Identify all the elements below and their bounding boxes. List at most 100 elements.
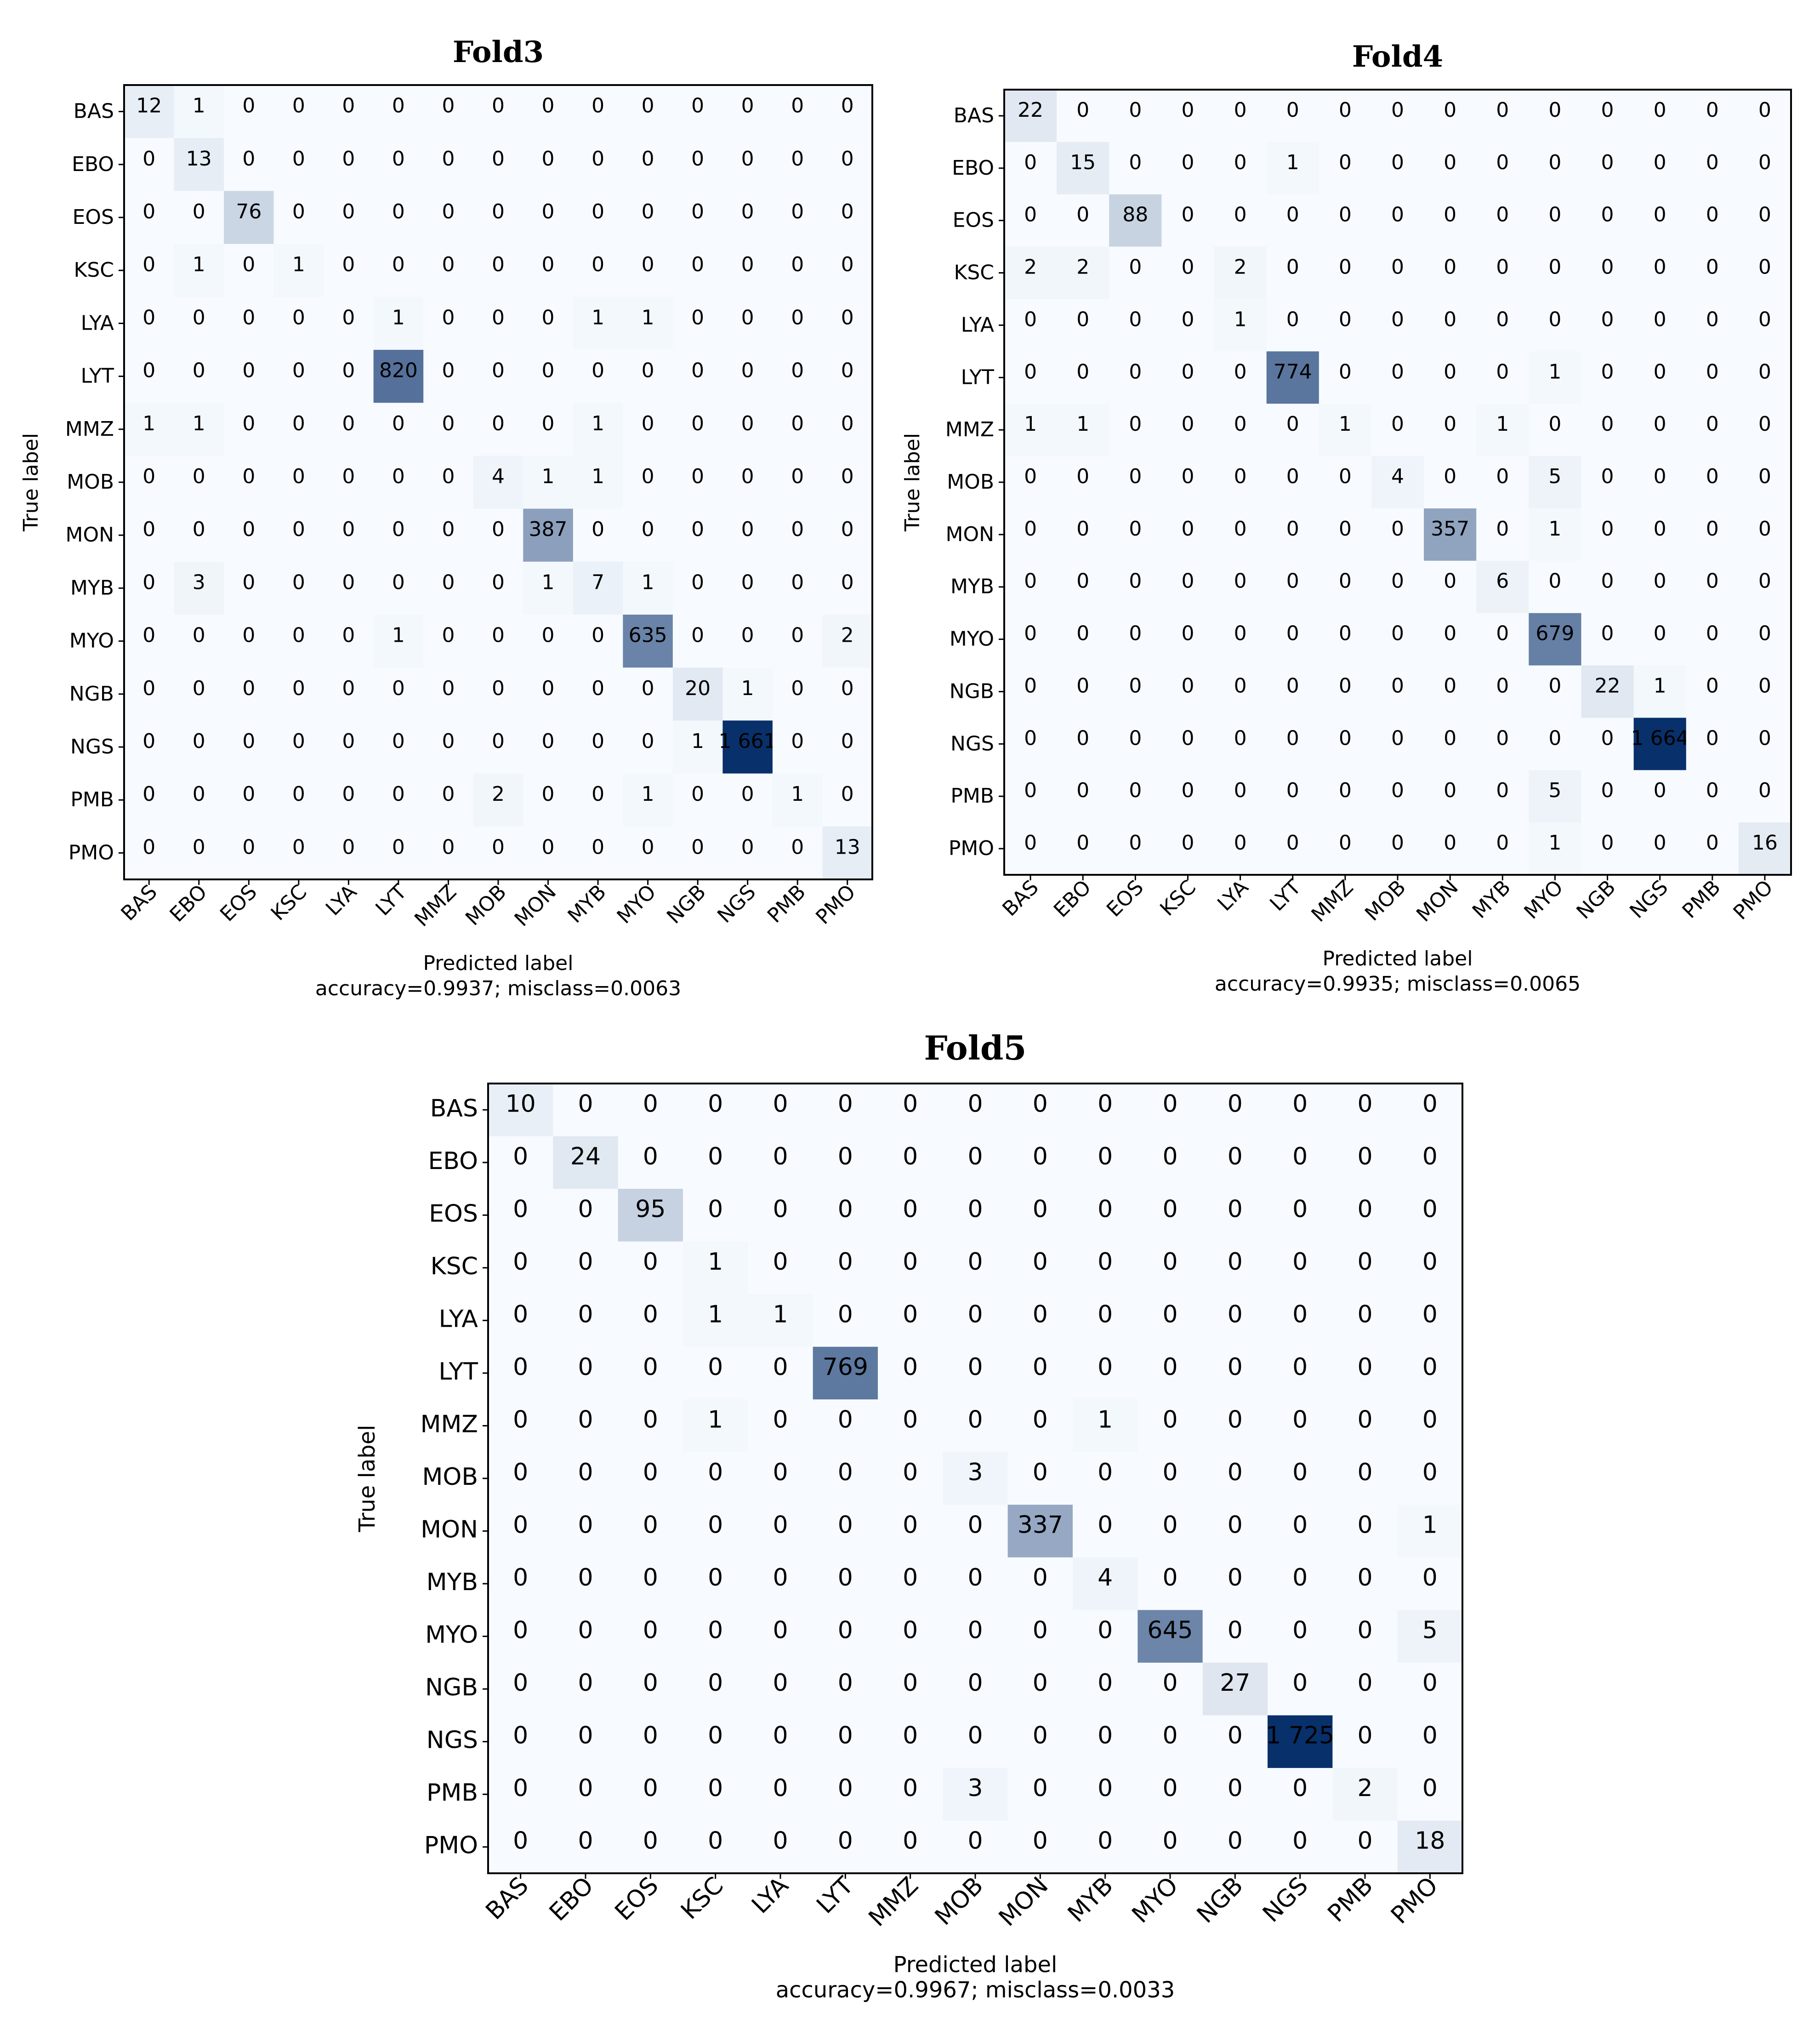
heatmap-cell <box>1424 613 1477 666</box>
heatmap-cell <box>1138 1241 1203 1295</box>
heatmap-cell <box>1633 822 1687 875</box>
x-tick-label: MON <box>1412 876 1463 927</box>
cell-value-label: 2 <box>492 782 505 806</box>
heatmap-cell <box>1161 770 1215 823</box>
cell-value-label: 0 <box>643 1459 658 1486</box>
cell-value-label: 0 <box>1292 1511 1308 1539</box>
heatmap-cell <box>373 561 424 615</box>
heatmap-cell <box>683 1241 748 1295</box>
heatmap-cell <box>618 1136 683 1189</box>
heatmap-cell <box>618 1294 683 1347</box>
cell-value-label: 1 <box>392 306 405 329</box>
cell-value-label: 1 <box>193 412 205 435</box>
cell-value-label: 0 <box>442 624 455 647</box>
cell-value-label: 0 <box>1292 1195 1308 1223</box>
heatmap-cell <box>1004 142 1057 195</box>
heatmap-cell <box>324 350 374 403</box>
cell-value-label: 0 <box>1181 779 1194 802</box>
y-tick-label: EBO <box>952 156 994 180</box>
y-tick-label: LYA <box>81 311 114 335</box>
heatmap-cell <box>1268 1294 1333 1347</box>
cell-value-label: 0 <box>542 94 555 118</box>
heatmap-cell <box>1476 456 1529 509</box>
cell-value-label: 1 <box>193 253 205 276</box>
heatmap-cell <box>1476 560 1529 614</box>
x-tick-label: MYB <box>1468 876 1515 923</box>
heatmap-cell <box>1476 508 1529 561</box>
cell-value-label: 0 <box>1496 517 1509 541</box>
chart-title: Fold3 <box>453 35 544 69</box>
cell-value-label: 0 <box>142 677 155 700</box>
heatmap-cell <box>1424 508 1477 561</box>
cell-value-label: 0 <box>838 1564 853 1591</box>
heatmap-cell <box>618 1399 683 1453</box>
heatmap-cell <box>1633 456 1687 509</box>
cell-value-label: 0 <box>1444 98 1456 122</box>
heatmap-cell <box>124 826 175 880</box>
cell-value-label: 0 <box>741 624 754 647</box>
cell-value-label: 0 <box>1496 151 1509 174</box>
cell-value-label: 0 <box>1129 779 1142 802</box>
heatmap-cell <box>423 667 474 721</box>
cell-value-label: 0 <box>342 465 355 488</box>
heatmap-cell <box>1476 613 1529 666</box>
heatmap-cell <box>1332 1610 1398 1663</box>
cell-value-label: 1 <box>691 730 704 753</box>
heatmap-cell <box>772 720 823 774</box>
heatmap-cell <box>1202 1294 1268 1347</box>
x-tick-label: LYA <box>321 880 361 920</box>
heatmap-cell <box>1738 508 1792 561</box>
heatmap-cell <box>1161 90 1215 143</box>
cell-value-label: 0 <box>773 1353 788 1381</box>
cell-value-label: 0 <box>513 1564 528 1591</box>
heatmap-cell <box>1397 1241 1463 1295</box>
cell-value-label: 0 <box>578 1353 593 1381</box>
cell-value-label: 0 <box>1496 308 1509 331</box>
heatmap-cell <box>1332 1768 1398 1821</box>
cell-value-label: 0 <box>903 1722 918 1750</box>
heatmap-cell <box>324 720 374 774</box>
heatmap-cell <box>1633 665 1687 718</box>
cell-value-label: 0 <box>1129 726 1142 750</box>
cell-value-label: 0 <box>967 1248 983 1276</box>
heatmap-cell <box>553 1768 619 1821</box>
cell-value-label: 0 <box>903 1195 918 1223</box>
cell-value-label: 0 <box>1098 1669 1113 1697</box>
heatmap-cell <box>1332 1557 1398 1610</box>
cell-value-label: 0 <box>1758 412 1771 436</box>
x-tick-label: PMO <box>811 880 860 929</box>
cell-value-label: 0 <box>1391 360 1404 383</box>
cell-value-label: 0 <box>292 730 305 753</box>
cell-value-label: 0 <box>492 253 505 276</box>
cell-value-label: 0 <box>1162 1722 1177 1750</box>
heatmap-cell <box>683 1346 748 1400</box>
cell-value-label: 0 <box>1357 1248 1372 1276</box>
heatmap-cell <box>1397 1084 1463 1137</box>
cell-value-label: 0 <box>903 1617 918 1644</box>
heatmap-cell <box>1268 1662 1333 1716</box>
cell-value-label: 0 <box>1228 1143 1243 1170</box>
y-tick-label: PMB <box>950 784 994 808</box>
cell-value-label: 1 <box>292 253 305 276</box>
cell-value-label: 0 <box>242 306 255 329</box>
heatmap-cell <box>488 1505 553 1558</box>
cell-value-label: 0 <box>741 147 754 171</box>
cell-value-label: 0 <box>442 306 455 329</box>
y-tick-label: LYT <box>81 365 114 388</box>
heatmap-cell <box>473 456 523 509</box>
heatmap-cell <box>1581 456 1634 509</box>
heatmap-cell <box>683 1557 748 1610</box>
cell-value-label: 0 <box>1033 1827 1048 1855</box>
heatmap-cell <box>273 456 324 509</box>
heatmap-cell <box>273 508 324 562</box>
cell-value-label: 0 <box>1339 831 1352 855</box>
heatmap-cell <box>523 350 574 403</box>
cell-value-label: 0 <box>903 1511 918 1539</box>
heatmap-cell <box>623 244 673 297</box>
cell-value-label: 1 <box>1098 1406 1113 1433</box>
cell-value-label: 0 <box>708 1722 723 1750</box>
cell-value-label: 0 <box>292 677 305 700</box>
cell-value-label: 0 <box>642 94 654 118</box>
cell-value-label: 0 <box>1286 674 1299 697</box>
cell-value-label: 1 <box>542 570 555 594</box>
